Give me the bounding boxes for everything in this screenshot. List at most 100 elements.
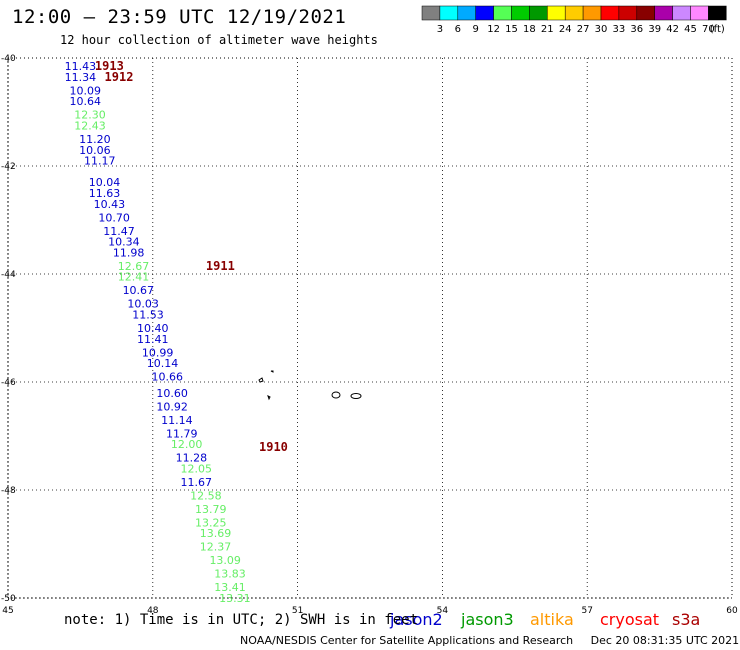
grid-lines [7,57,733,599]
colorbar-tick-label: 42 [666,24,679,35]
swh-data-label: 12.30 [74,109,106,122]
x-tick-label: 48 [147,606,159,616]
island-outline [331,391,341,399]
colorbar-tick-label: 12 [487,24,500,35]
y-tick-label: -50 [1,594,16,604]
swh-data-label: 10.09 [69,84,101,97]
colorbar-tick-label: 6 [455,24,461,35]
x-tick-label: 54 [437,606,449,616]
satellite-legend-altika: altika [530,610,574,629]
satellite-legend-jason2: jason2 [389,610,443,629]
colorbar-swatch [636,5,655,21]
colorbar-swatch [690,5,709,21]
coastline-features [258,370,362,401]
island-outline [258,370,274,401]
swh-data-label: 13.79 [195,503,227,516]
footer-agency: NOAA/NESDIS Center for Satellite Applica… [240,634,574,647]
swh-data-label: 13.31 [219,592,251,605]
swh-data-label: 10.99 [142,346,174,359]
colorbar-swatch [493,5,512,21]
swh-data-label: 11.47 [103,225,135,238]
colorbar-swatch [547,5,566,21]
footer-timestamp: Dec 20 08:31:35 UTC 2021 [590,634,740,647]
colorbar-unit-label: (ft) [710,24,725,35]
swh-data-label: 13.69 [200,527,232,540]
swh-data-label: 12.67 [118,260,150,273]
swh-data-label: 10.40 [137,322,169,335]
colorbar-swatch [457,5,476,21]
x-tick-label: 60 [726,606,738,616]
swh-data-label: 10.70 [98,211,130,224]
colorbar-swatch [654,5,673,21]
swh-data-label: 10.92 [156,400,188,413]
storm-time-label: 1912 [105,70,134,84]
satellite-legend-cryosat: cryosat [600,610,659,629]
swh-data-label: 12.41 [118,271,150,284]
swh-data-label: 10.03 [127,298,159,311]
colorbar-swatch [600,5,620,21]
colorbar-swatch [618,5,638,21]
y-tick-label: -40 [1,54,16,64]
x-tick-label: 57 [581,606,592,616]
swh-data-label: 11.28 [176,452,208,465]
plot-frame [7,57,733,599]
y-tick-label: -44 [1,270,16,280]
swh-data-label: 13.09 [209,554,241,567]
swh-data-label: 11.79 [166,427,198,440]
swh-data-label: 11.14 [161,414,193,427]
colorbar-swatch [582,5,602,21]
colorbar-tick-label: 3 [437,24,443,35]
plot-border [7,57,733,599]
y-tick-label: -48 [1,486,16,496]
colorbar-swatch [672,5,691,21]
swh-data-label: 10.64 [69,95,101,108]
footer-credit: NOAA/NESDIS Center for Satellite Applica… [240,634,739,647]
swh-data-label: 11.63 [89,187,121,200]
colorbar-swatch [708,5,727,21]
colorbar-tick-label: 30 [595,24,608,35]
y-tick-label: -46 [1,378,16,388]
swh-data-label: 13.41 [214,581,246,594]
colorbar-swatch [564,5,584,21]
satellite-legend: jason2 jason3 altika cryosat s3a [389,610,700,629]
colorbar-tick-label: 9 [473,24,479,35]
swh-data-label: 13.83 [214,568,246,581]
swh-data-label: 11.20 [79,133,111,146]
x-tick-label: 45 [2,606,13,616]
colorbar-tick-label: 33 [613,24,626,35]
colorbar-swatch [475,5,494,21]
x-tick-label: 51 [292,606,303,616]
swh-data-label: 12.43 [74,120,106,133]
swh-data-label: 12.00 [171,438,203,451]
swh-data-label: 11.98 [113,246,145,259]
colorbar-tick-label: 15 [505,24,518,35]
swh-data-label: 11.41 [137,333,169,346]
swh-data-label: 11.67 [180,476,212,489]
island-outline [350,393,362,399]
colorbar-tick-label: 21 [541,24,554,35]
footer-spacer [577,634,588,647]
swh-data-label: 12.58 [190,489,222,502]
swh-data-label: 11.34 [65,71,97,84]
colorbar-tick-label: 24 [559,24,572,35]
chart-title: 12:00 – 23:59 UTC 12/19/2021 [12,6,347,28]
colorbar-legend: 3 6 9 12 15 18 21 24 27 30 33 36 39 42 45 70(ft) [421,5,727,35]
storm-time-label: 1911 [206,259,235,273]
swh-data-label: 12.37 [200,541,232,554]
y-tick-label: -42 [1,162,16,172]
colorbar-tick-label: 27 [577,24,590,35]
storm-time-label: 1913 [95,59,124,73]
swh-data-label: 10.60 [156,387,188,400]
swh-data-label: 10.67 [123,284,155,297]
satellite-legend-jason3: jason3 [460,610,514,629]
satellite-legend-s3a: s3a [672,610,700,629]
swh-data-label: 10.43 [94,198,126,211]
colorbar-tick-label: 18 [523,24,536,35]
swh-data-label: 11.17 [84,155,116,168]
swh-data-label: 10.66 [152,371,184,384]
colorbar-swatch [511,5,530,21]
swh-data-label: 10.04 [89,176,121,189]
